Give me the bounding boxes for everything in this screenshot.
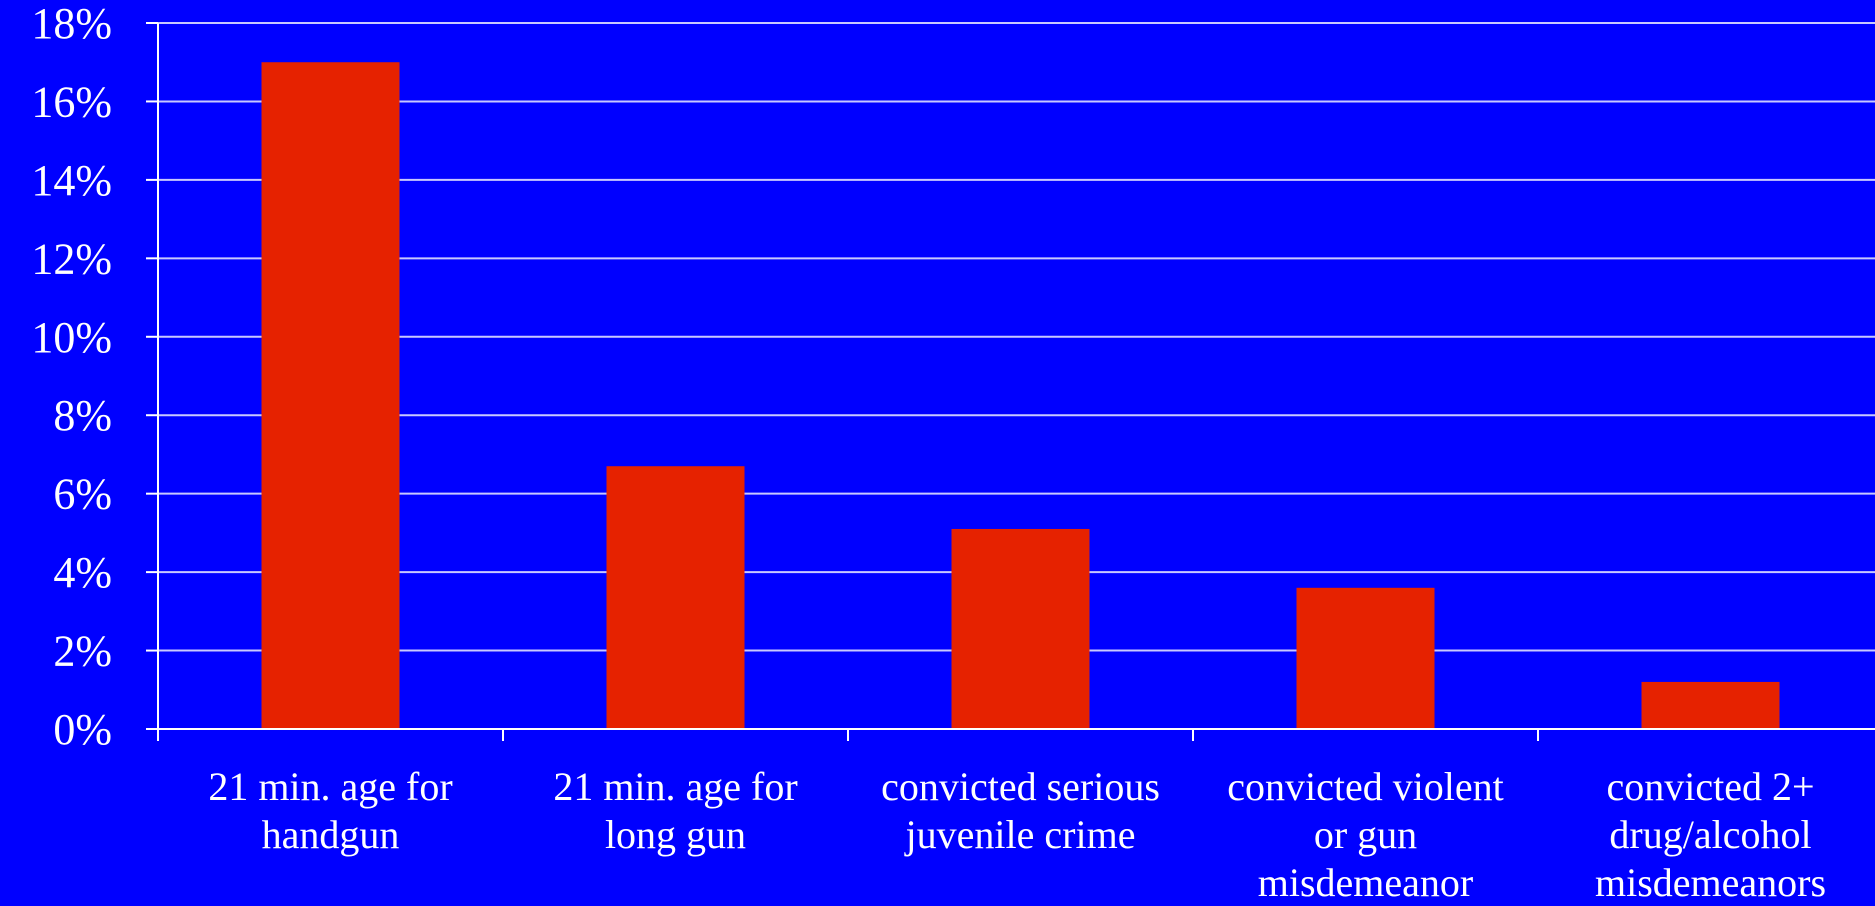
x-category-label-line: handgun xyxy=(262,812,400,857)
bars xyxy=(261,62,1780,729)
y-tick-label: 0% xyxy=(53,705,112,754)
x-category-label-line: convicted violent xyxy=(1227,764,1504,809)
x-category-label-line: juvenile crime xyxy=(904,812,1136,857)
x-category-label-line: long gun xyxy=(605,812,746,857)
gridlines xyxy=(158,22,1875,652)
y-tick-label: 12% xyxy=(31,234,112,283)
bar-3 xyxy=(951,528,1090,729)
y-tick-label: 2% xyxy=(53,627,112,676)
y-tick-label: 6% xyxy=(53,470,112,519)
y-tick-label: 4% xyxy=(53,548,112,597)
x-category-label-line: 21 min. age for xyxy=(553,764,797,809)
y-tick-label: 10% xyxy=(31,313,112,362)
y-tick-labels: 0% 2% 4% 6% 8% 10% 12% 14% 16% 18% xyxy=(31,0,112,754)
y-tick-label: 18% xyxy=(31,0,112,48)
x-category-label: 21 min. age for long gun xyxy=(553,764,797,857)
y-tick-label: 16% xyxy=(31,77,112,126)
x-category-label-line: convicted serious xyxy=(881,764,1160,809)
y-tick-label: 14% xyxy=(31,156,112,205)
x-category-label-line: misdemeanor xyxy=(1258,860,1474,905)
x-category-label-line: 21 min. age for xyxy=(208,764,452,809)
x-category-label: convicted violent or gun misdemeanor xyxy=(1227,764,1504,905)
y-tick-label: 8% xyxy=(53,391,112,440)
x-category-label-line: or gun xyxy=(1314,812,1417,857)
x-category-label: convicted 2+ drug/alcohol misdemeanors xyxy=(1595,764,1826,905)
x-category-label-line: drug/alcohol xyxy=(1609,812,1811,857)
bar-2 xyxy=(606,466,745,729)
bar-1 xyxy=(261,62,400,729)
axes xyxy=(146,22,1875,741)
x-category-label: 21 min. age for handgun xyxy=(208,764,452,857)
x-category-label: convicted serious juvenile crime xyxy=(881,764,1160,857)
bar-4 xyxy=(1296,587,1435,729)
bar-5 xyxy=(1641,681,1780,729)
x-category-label-line: convicted 2+ xyxy=(1606,764,1814,809)
x-category-label-line: misdemeanors xyxy=(1595,860,1826,905)
